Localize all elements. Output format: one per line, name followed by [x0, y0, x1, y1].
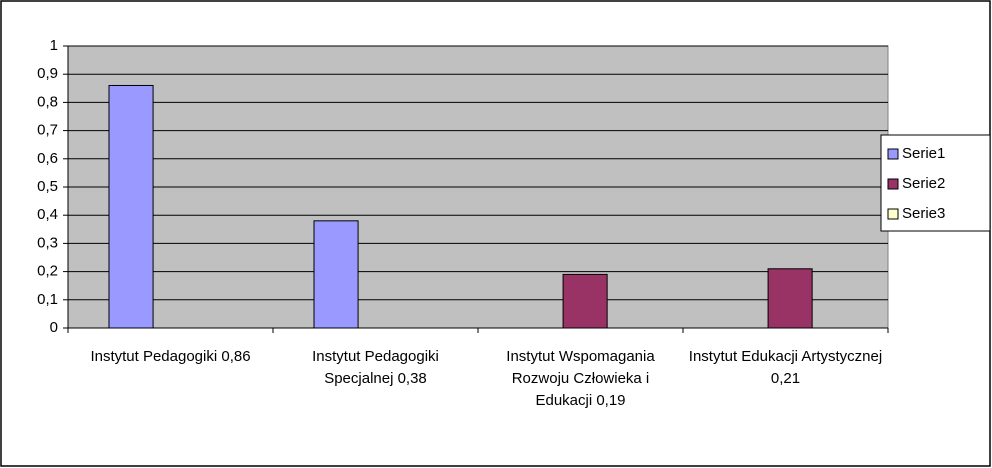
- y-tick-label: 0,9: [37, 65, 58, 82]
- x-tick-label: Instytut Wspomagania Rozwoju Człowieka i…: [506, 348, 655, 409]
- y-tick-label: 0,8: [37, 93, 58, 110]
- y-tick-label: 0,6: [37, 150, 58, 167]
- bar: [562, 273, 608, 329]
- legend-label: Serie2: [902, 175, 945, 192]
- y-tick-label: 0,2: [37, 263, 58, 280]
- bar: [767, 268, 813, 329]
- y-tick-label: 0,5: [37, 178, 58, 195]
- legend-label: Serie3: [902, 205, 945, 222]
- legend-box: [880, 134, 991, 232]
- legend-swatch: [887, 148, 899, 160]
- legend-swatch: [887, 208, 899, 220]
- bar: [313, 220, 359, 329]
- y-tick-label: 0,7: [37, 122, 58, 139]
- y-tick-label: 0: [50, 319, 58, 336]
- bar: [108, 84, 154, 329]
- x-tick-label: Instytut Pedagogiki Specjalnej 0,38: [312, 348, 439, 387]
- x-tick-label: Instytut Pedagogiki 0,86: [90, 348, 251, 365]
- x-tick-label: Instytut Edukacji Artystycznej 0,21: [688, 348, 883, 387]
- legend-swatch: [887, 178, 899, 190]
- y-tick-label: 0,3: [37, 234, 58, 251]
- y-tick-label: 0,4: [37, 206, 58, 223]
- legend-label: Serie1: [902, 145, 945, 162]
- y-tick-label: 0,1: [37, 291, 58, 308]
- y-tick-label: 1: [50, 37, 58, 54]
